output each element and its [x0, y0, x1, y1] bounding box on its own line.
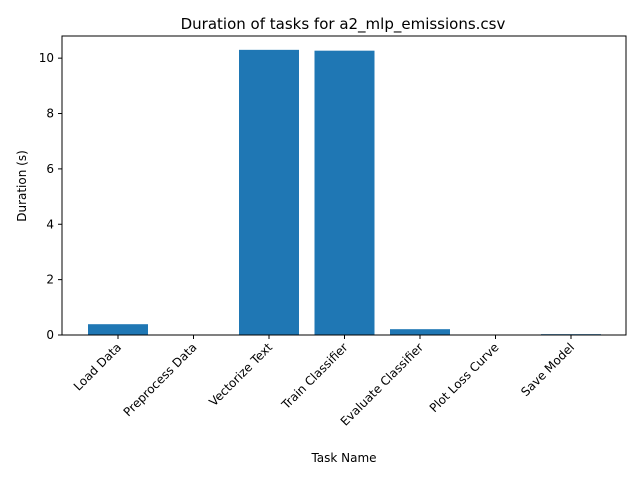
x-tick-label: Plot Loss Curve	[427, 340, 502, 415]
x-tick-label: Save Model	[518, 340, 577, 399]
bar-vectorize-text	[239, 49, 299, 336]
bar-evaluate-classifier	[390, 329, 450, 335]
bar-load-data	[88, 324, 148, 335]
plot-frame	[61, 35, 627, 336]
y-tick-label: 8	[46, 107, 54, 121]
x-tick-label: Evaluate Classifier	[338, 340, 426, 428]
x-axis-label: Task Name	[310, 451, 376, 465]
chart-title: Duration of tasks for a2_mlp_emissions.c…	[181, 15, 506, 34]
y-axis-label: Duration (s)	[15, 150, 29, 222]
y-tick-label: 2	[46, 273, 54, 287]
x-tick-label: Preprocess Data	[121, 340, 200, 419]
y-tick-label: 0	[46, 328, 54, 342]
y-tick-label: 6	[46, 162, 54, 176]
y-tick-label: 4	[46, 217, 54, 231]
x-tick-label: Train Classifier	[278, 340, 350, 412]
bar-train-classifier	[314, 50, 375, 335]
x-tick-label: Load Data	[71, 340, 124, 393]
x-tick-label: Vectorize Text	[206, 340, 275, 409]
y-axis-ticks: 0 2 4 6 8 10	[39, 51, 62, 342]
y-tick-label: 10	[39, 51, 54, 65]
bars-group	[88, 49, 601, 336]
